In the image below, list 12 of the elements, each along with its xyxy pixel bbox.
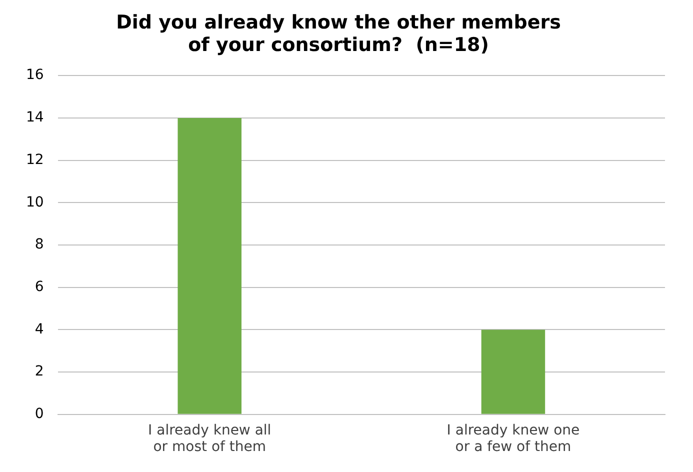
y-tick-label: 2 xyxy=(34,364,44,380)
x-tick-label: I already knew all or most of them xyxy=(148,422,272,456)
y-tick-label: 14 xyxy=(26,110,44,126)
y-tick-label: 8 xyxy=(34,236,44,253)
y-tick-label: 10 xyxy=(26,194,44,210)
chart-title: Did you already know the other members of your consortium? (n=18) xyxy=(116,11,561,56)
y-tick-label: 12 xyxy=(26,152,44,168)
y-tick-label: 16 xyxy=(26,67,44,84)
y-tick-label: 6 xyxy=(34,278,44,295)
x-tick-label: I already knew one or a few of them xyxy=(446,422,580,456)
y-tick-label: 4 xyxy=(34,321,44,338)
y-tick-label: 0 xyxy=(34,406,44,422)
